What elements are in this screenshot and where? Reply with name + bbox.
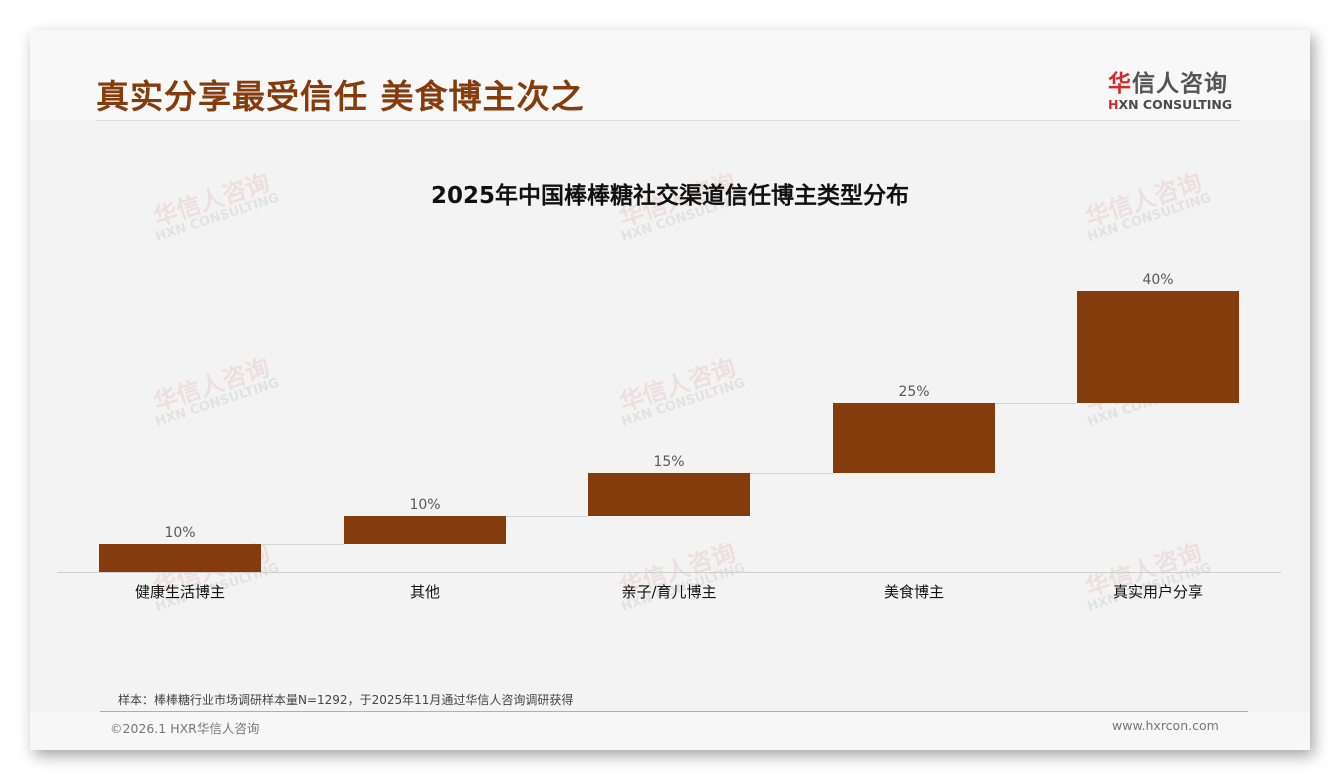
connector-line bbox=[506, 515, 588, 517]
waterfall-bar bbox=[833, 403, 995, 474]
website-link[interactable]: www.hxrcon.com bbox=[1112, 718, 1219, 733]
category-label: 其他 bbox=[409, 583, 440, 601]
connector-line bbox=[750, 473, 833, 475]
chart-title: 2025年中国棒棒糖社交渠道信任博主类型分布 bbox=[430, 183, 909, 209]
slide: 真实分享最受信任 美食博主次之 华信人咨询 HXN CONSULTING 华信人… bbox=[30, 30, 1310, 750]
category-label: 亲子/育儿博主 bbox=[621, 583, 717, 601]
waterfall-bar bbox=[344, 515, 506, 544]
company-logo: 华信人咨询 HXN CONSULTING bbox=[1108, 64, 1248, 112]
waterfall-bar bbox=[1077, 290, 1239, 404]
bar-value-label: 15% bbox=[653, 454, 685, 471]
copyright-text: ©2026.1 HXR华信人咨询 bbox=[110, 721, 260, 736]
title-divider bbox=[96, 120, 1240, 121]
category-label: 美食博主 bbox=[883, 583, 944, 601]
waterfall-bar bbox=[99, 543, 261, 572]
x-axis-line bbox=[57, 572, 1281, 573]
footer-band bbox=[30, 712, 1310, 750]
connector-line bbox=[261, 543, 344, 545]
category-label: 真实用户分享 bbox=[1112, 583, 1203, 601]
logo-en: HXN CONSULTING bbox=[1108, 97, 1233, 112]
logo-cn: 华信人咨询 bbox=[1108, 71, 1228, 97]
page-title: 真实分享最受信任 美食博主次之 bbox=[96, 77, 585, 116]
category-label: 健康生活博主 bbox=[134, 583, 225, 601]
bar-value-label: 10% bbox=[164, 524, 196, 541]
bar-value-label: 10% bbox=[409, 496, 441, 513]
bar-value-label: 40% bbox=[1142, 271, 1174, 288]
footer-divider bbox=[100, 711, 1248, 712]
waterfall-bar bbox=[588, 473, 750, 516]
waterfall-chart: 10% 健康生活博主 10% 其他 15% 亲子/育儿博主 25% 美食博主 40% 真实用户分享 bbox=[30, 30, 1310, 750]
bar-value-label: 25% bbox=[898, 384, 930, 401]
connector-line bbox=[995, 403, 1077, 405]
sample-note: 样本：棒棒糖行业市场调研样本量N=1292，于2025年11月通过华信人咨询调研… bbox=[118, 693, 574, 707]
header-band bbox=[30, 30, 1310, 120]
